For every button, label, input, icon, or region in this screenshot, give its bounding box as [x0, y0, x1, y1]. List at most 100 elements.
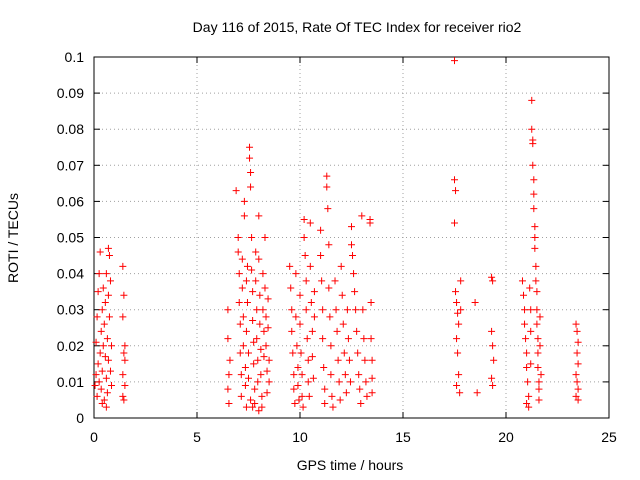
data-point — [232, 187, 240, 195]
data-point — [533, 320, 541, 328]
y-tick-label: 0.09 — [57, 85, 84, 101]
data-point — [532, 277, 540, 285]
data-point — [342, 389, 350, 397]
data-point — [101, 353, 109, 361]
data-point — [573, 349, 581, 357]
data-point — [335, 378, 343, 386]
x-tick-label: 20 — [498, 429, 514, 445]
data-point — [240, 212, 248, 220]
data-point — [94, 360, 102, 368]
y-axis-label: ROTI / TECUs — [5, 193, 21, 283]
data-point — [525, 403, 533, 411]
x-tick-label: 25 — [601, 429, 617, 445]
data-point — [523, 363, 531, 371]
data-point — [455, 371, 463, 379]
data-point — [368, 389, 376, 397]
data-point — [251, 385, 259, 393]
chart-title: Day 116 of 2015, Rate Of TEC Index for r… — [193, 19, 522, 35]
data-point — [530, 176, 538, 184]
data-point — [326, 313, 334, 321]
data-point — [489, 382, 497, 390]
data-point — [310, 313, 318, 321]
data-point — [323, 172, 331, 180]
data-point — [119, 371, 127, 379]
data-point — [306, 219, 314, 227]
data-point — [457, 306, 465, 314]
data-point — [99, 342, 107, 350]
data-point — [103, 335, 111, 343]
y-tick-label: 0.03 — [57, 302, 84, 318]
data-point — [456, 389, 464, 397]
data-point — [297, 349, 305, 357]
data-point — [224, 306, 232, 314]
data-point — [302, 306, 310, 314]
data-point — [249, 288, 257, 296]
data-point — [252, 248, 260, 256]
data-point — [242, 403, 250, 411]
data-point — [288, 306, 296, 314]
data-point — [253, 306, 261, 314]
data-point — [327, 342, 335, 350]
data-point — [254, 356, 262, 364]
data-point — [341, 371, 349, 379]
data-point — [238, 284, 246, 292]
data-point — [536, 313, 544, 321]
x-tick-label: 10 — [292, 429, 308, 445]
x-axis-label: GPS time / hours — [297, 457, 404, 473]
data-point — [348, 241, 355, 249]
data-point — [317, 226, 325, 234]
data-point — [363, 392, 371, 400]
data-point — [306, 262, 314, 270]
x-tick-label: 0 — [90, 429, 98, 445]
data-point — [262, 342, 270, 350]
data-point — [572, 320, 580, 328]
data-point — [310, 288, 318, 296]
data-point — [249, 403, 257, 411]
data-point — [238, 255, 246, 263]
data-point — [246, 143, 254, 151]
data-point — [300, 215, 308, 223]
data-point — [239, 313, 247, 321]
data-point — [261, 234, 269, 241]
data-point — [536, 342, 544, 350]
data-point — [264, 295, 272, 303]
data-point — [287, 284, 295, 292]
data-point — [247, 396, 255, 404]
data-point — [236, 349, 244, 357]
data-point — [329, 403, 337, 411]
data-point — [337, 262, 345, 270]
data-point — [234, 234, 242, 241]
data-point — [292, 270, 300, 278]
data-point — [321, 400, 329, 408]
data-point — [533, 306, 541, 314]
data-point — [265, 356, 273, 364]
data-point — [527, 360, 535, 368]
data-point — [346, 378, 354, 386]
data-point — [353, 327, 361, 335]
data-point — [532, 262, 540, 270]
data-point — [298, 371, 306, 379]
data-point — [298, 392, 306, 400]
data-point — [527, 327, 535, 335]
x-tick-label: 15 — [395, 429, 411, 445]
data-point — [328, 392, 336, 400]
data-point — [537, 371, 545, 379]
data-point — [345, 356, 353, 364]
data-point — [121, 356, 129, 364]
data-point — [248, 234, 256, 241]
data-point — [102, 270, 110, 278]
data-point — [100, 396, 108, 404]
data-point — [259, 306, 267, 314]
data-point — [327, 371, 335, 379]
y-tick-label: 0.01 — [57, 374, 84, 390]
data-point — [292, 313, 300, 321]
data-point — [325, 284, 333, 292]
data-point — [98, 306, 106, 314]
data-point — [247, 183, 255, 191]
data-point — [241, 363, 249, 371]
data-point — [301, 252, 309, 260]
data-point — [333, 327, 341, 335]
data-point — [98, 400, 106, 408]
data-point — [98, 367, 106, 375]
